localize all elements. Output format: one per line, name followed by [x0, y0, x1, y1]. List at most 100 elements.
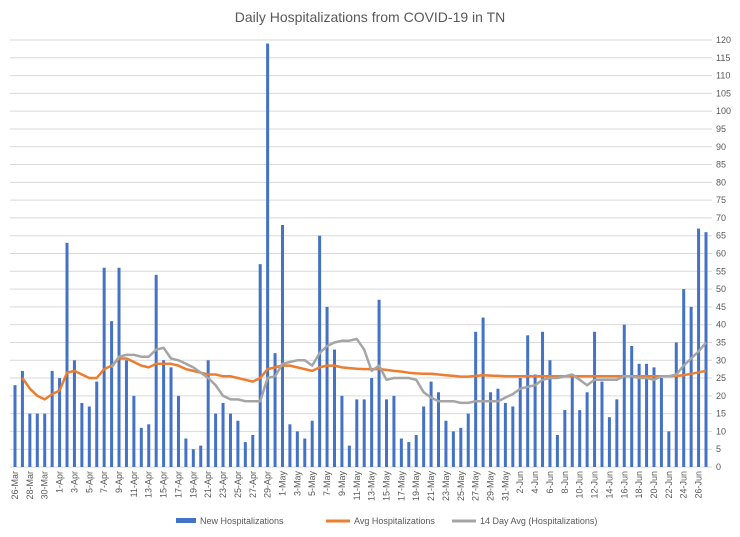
bar-30-Apr	[273, 353, 277, 467]
y-tick-label: 100	[716, 106, 731, 116]
bar-1-May	[280, 225, 284, 467]
y-tick-label: 65	[716, 231, 726, 241]
bar-27-Apr	[251, 434, 255, 467]
bar-28-Mar	[28, 413, 32, 467]
y-tick-label: 95	[716, 124, 726, 134]
y-tick-label: 105	[716, 88, 731, 98]
bar-17-May	[399, 438, 403, 467]
bar-22-Apr	[214, 413, 218, 467]
bar-15-May	[385, 399, 389, 467]
bar-26-Apr	[243, 442, 247, 467]
x-tick-label: 23-May	[441, 471, 451, 502]
bar-7-May	[325, 306, 329, 467]
x-tick-label: 26-Mar	[10, 471, 20, 500]
bar-30-May	[496, 388, 500, 467]
bar-7-Apr	[102, 267, 106, 467]
x-tick-label: 23-Apr	[218, 471, 228, 498]
bar-21-Jun	[659, 378, 663, 467]
y-tick-label: 20	[716, 391, 726, 401]
bar-24-Apr	[228, 413, 232, 467]
bar-27-May	[474, 331, 478, 467]
bar-26-Mar	[13, 385, 17, 467]
bar-3-Jun	[526, 335, 530, 467]
bar-12-Jun	[593, 331, 597, 467]
bar-16-Apr	[169, 367, 173, 467]
x-tick-label: 8-Jun	[560, 471, 570, 494]
bar-19-Apr	[191, 449, 195, 467]
y-tick-label: 30	[716, 355, 726, 365]
bar-22-May	[437, 392, 441, 467]
bar-2-Apr	[65, 242, 69, 467]
y-tick-label: 50	[716, 284, 726, 294]
y-tick-label: 85	[716, 160, 726, 170]
bar-22-Jun	[667, 431, 671, 467]
x-tick-label: 31-May	[500, 471, 510, 502]
y-tick-label: 5	[716, 444, 721, 454]
bar-10-Jun	[578, 410, 582, 467]
bar-11-May	[355, 399, 359, 467]
bar-5-Jun	[541, 331, 545, 467]
x-axis: 26-Mar 28-Mar 30-Mar 1-Apr 3-Apr 5-Apr 7-Apr 9-…	[10, 471, 704, 502]
x-tick-label: 13-Apr	[144, 471, 154, 498]
bar-2-May	[288, 424, 292, 467]
x-tick-label: 18-Jun	[634, 471, 644, 499]
bar-13-Apr	[147, 424, 151, 467]
x-tick-label: 25-May	[456, 471, 466, 502]
bar-19-May	[414, 434, 418, 467]
bar-18-Jun	[637, 363, 641, 467]
y-tick-label: 60	[716, 249, 726, 259]
x-tick-label: 17-Apr	[173, 471, 183, 498]
bar-9-Jun	[570, 374, 574, 467]
x-tick-label: 29-Apr	[263, 471, 273, 498]
x-tick-label: 19-Apr	[188, 471, 198, 498]
bar-20-Jun	[652, 367, 656, 467]
x-tick-label: 1-Apr	[55, 471, 65, 493]
legend-label-avg: Avg Hospitalizations	[354, 516, 435, 526]
x-tick-label: 28-Mar	[25, 471, 35, 500]
bar-15-Jun	[615, 399, 619, 467]
y-tick-label: 80	[716, 177, 726, 187]
x-tick-label: 27-Apr	[248, 471, 258, 498]
x-tick-label: 29-May	[486, 471, 496, 502]
bar-5-May	[310, 420, 314, 467]
bar-27-Jun	[704, 232, 708, 467]
x-tick-label: 27-May	[471, 471, 481, 502]
x-tick-label: 14-Jun	[604, 471, 614, 499]
bar-29-Mar	[35, 413, 39, 467]
bar-3-Apr	[72, 360, 76, 467]
x-tick-label: 10-Jun	[575, 471, 585, 499]
y-tick-label: 35	[716, 337, 726, 347]
bar-28-Apr	[258, 264, 262, 467]
bar-18-May	[407, 442, 411, 467]
bar-10-Apr	[124, 360, 128, 467]
bar-17-Apr	[176, 395, 180, 467]
bar-20-May	[422, 406, 426, 467]
bar-2-Jun	[518, 378, 522, 467]
x-tick-label: 7-Apr	[99, 471, 109, 493]
x-tick-label: 22-Jun	[664, 471, 674, 499]
bar-24-Jun	[682, 289, 686, 467]
x-tick-label: 25-Apr	[233, 471, 243, 498]
y-tick-label: 70	[716, 213, 726, 223]
y-tick-label: 0	[716, 462, 721, 472]
x-tick-label: 30-Mar	[40, 471, 50, 500]
bar-20-Apr	[199, 445, 203, 467]
gridlines	[10, 39, 712, 468]
bar-14-Jun	[607, 417, 611, 467]
legend: New Hospitalizations Avg Hospitalization…	[176, 516, 597, 526]
x-tick-label: 21-Apr	[203, 471, 213, 498]
line-series	[21, 337, 707, 405]
x-tick-label: 12-Jun	[590, 471, 600, 499]
y-tick-label: 90	[716, 142, 726, 152]
bar-9-Apr	[117, 267, 121, 467]
bar-6-Jun	[548, 360, 552, 467]
bar-3-May	[295, 431, 299, 467]
bar-18-Apr	[184, 438, 188, 467]
bar-4-May	[303, 438, 307, 467]
y-tick-label: 40	[716, 320, 726, 330]
bar-21-May	[429, 381, 433, 467]
bar-17-Jun	[630, 346, 634, 467]
y-tick-label: 55	[716, 266, 726, 276]
bar-6-Apr	[95, 381, 99, 467]
x-tick-label: 11-May	[352, 471, 362, 501]
